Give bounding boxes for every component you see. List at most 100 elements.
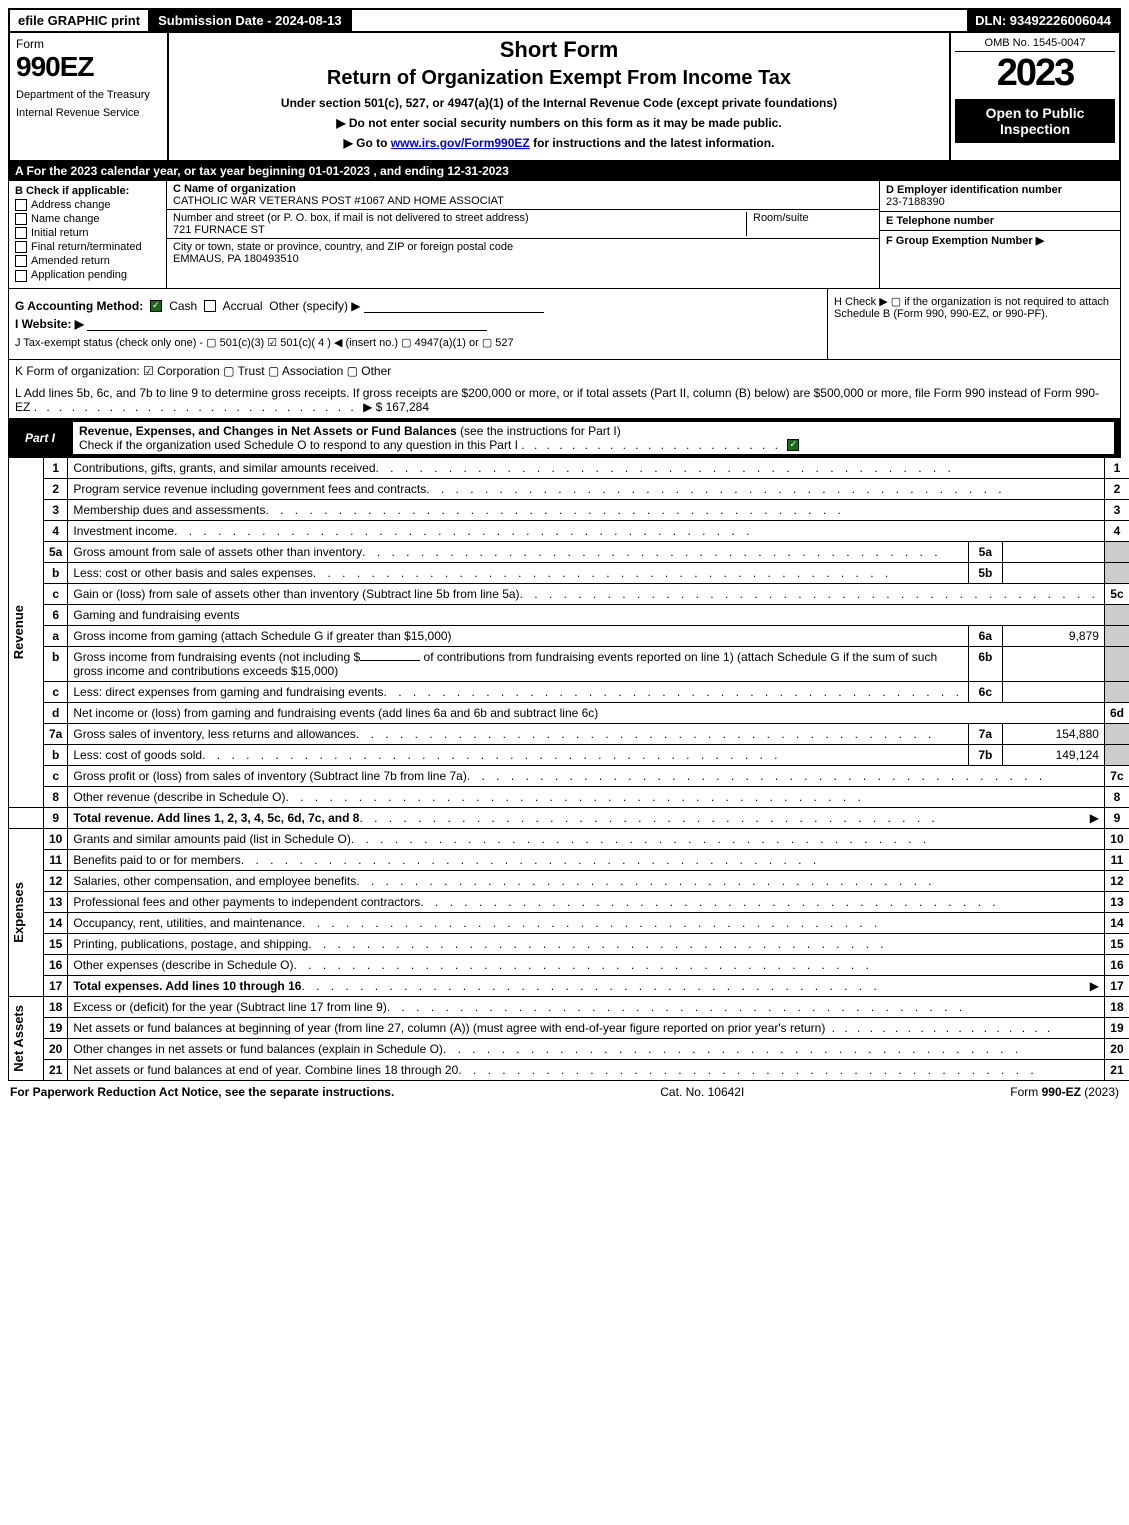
checkbox-label: Application pending (31, 269, 127, 281)
line-6b-row: b Gross income from fundraising events (… (9, 646, 1129, 681)
efile-print-button[interactable]: efile GRAPHIC print (10, 10, 150, 31)
checkbox-label: Final return/terminated (31, 241, 142, 253)
line-7b-row: b Less: cost of goods sold 7b 149,124 (9, 744, 1129, 765)
accrual-label: Accrual (223, 299, 263, 313)
line-1-row: Revenue 1 Contributions, gifts, grants, … (9, 458, 1129, 479)
line-desc: Less: cost of goods sold (68, 744, 969, 765)
form-id-footer: Form 990-EZ (2023) (1010, 1085, 1119, 1099)
other-blank (364, 300, 544, 313)
checkbox-icon (15, 213, 27, 225)
line-box-shaded (1104, 723, 1129, 744)
checkbox-cash[interactable]: ✓ (150, 300, 162, 312)
street-row: Number and street (or P. O. box, if mail… (167, 210, 879, 239)
checkbox-label: Name change (31, 213, 100, 225)
line-box: 5c (1104, 583, 1129, 604)
line-desc: Less: cost or other basis and sales expe… (68, 562, 969, 583)
revenue-rotated: Revenue (9, 458, 44, 808)
inner-amount: 149,124 (1002, 744, 1104, 765)
line-desc: Membership dues and assessments (68, 499, 1105, 520)
irs-link[interactable]: www.irs.gov/Form990EZ (391, 136, 530, 150)
checkbox-label: Amended return (31, 255, 110, 267)
line-box-shaded (1104, 562, 1129, 583)
inner-label: 7a (968, 723, 1002, 744)
city-value: EMMAUS, PA 180493510 (173, 253, 299, 265)
line-desc: Grants and similar amounts paid (list in… (68, 828, 1105, 849)
checkbox-address-change[interactable]: Address change (15, 199, 160, 211)
line-k: K Form of organization: ☑ Corporation ▢ … (8, 360, 1121, 382)
accounting-method-label: G Accounting Method: (15, 299, 143, 313)
header-center: Short Form Return of Organization Exempt… (169, 33, 951, 160)
submission-date: Submission Date - 2024-08-13 (150, 10, 352, 31)
line-6a-row: a Gross income from gaming (attach Sched… (9, 625, 1129, 646)
form-word: Form (16, 37, 161, 51)
line-num: 11 (44, 849, 68, 870)
line-desc: Professional fees and other payments to … (68, 891, 1105, 912)
line-box: 1 (1104, 458, 1129, 479)
line-desc: Salaries, other compensation, and employ… (68, 870, 1105, 891)
line-desc: Benefits paid to or for members (68, 849, 1105, 870)
line-num: 14 (44, 912, 68, 933)
part-i-checkline: Check if the organization used Schedule … (79, 438, 518, 452)
room-suite: Room/suite (746, 212, 873, 236)
phone-label: E Telephone number (886, 215, 994, 227)
line-desc: Gross amount from sale of assets other t… (68, 541, 969, 562)
line-num: 19 (44, 1017, 68, 1038)
line-box: 18 (1104, 996, 1129, 1017)
line-16-row: 16 Other expenses (describe in Schedule … (9, 954, 1129, 975)
section-ghij: G Accounting Method: ✓ Cash Accrual Othe… (8, 289, 1121, 360)
line-20-row: 20 Other changes in net assets or fund b… (9, 1038, 1129, 1059)
netassets-rotated: Net Assets (9, 996, 44, 1080)
line-desc: Net income or (loss) from gaming and fun… (68, 702, 1105, 723)
line-desc: Total expenses. Add lines 10 through 16▶ (68, 975, 1105, 996)
form-header: Form 990EZ Department of the Treasury In… (8, 33, 1121, 162)
checkbox-amended-return[interactable]: Amended return (15, 255, 160, 267)
line-box-shaded (1104, 744, 1129, 765)
checkbox-application-pending[interactable]: Application pending (15, 269, 160, 281)
line-num: 15 (44, 933, 68, 954)
line-box: 9 (1104, 807, 1129, 828)
line-box: 15 (1104, 933, 1129, 954)
line-box: 8 (1104, 786, 1129, 807)
ein-value: 23-7188390 (886, 196, 945, 208)
line-desc: Gross income from gaming (attach Schedul… (68, 625, 969, 646)
line-11-row: 11 Benefits paid to or for members 11 (9, 849, 1129, 870)
org-name-row: C Name of organization CATHOLIC WAR VETE… (167, 181, 879, 210)
line-box: 6d (1104, 702, 1129, 723)
part-i-table: Revenue 1 Contributions, gifts, grants, … (8, 458, 1129, 1081)
checkbox-name-change[interactable]: Name change (15, 213, 160, 225)
line-box: 12 (1104, 870, 1129, 891)
line-5a-row: 5a Gross amount from sale of assets othe… (9, 541, 1129, 562)
inner-amount (1002, 681, 1104, 702)
checkbox-icon (15, 255, 27, 267)
line-num: b (44, 646, 68, 681)
line-l-amount: ▶ $ 167,284 (363, 400, 429, 414)
checkbox-accrual[interactable] (204, 300, 216, 312)
checkbox-final-return[interactable]: Final return/terminated (15, 241, 160, 253)
line-box: 21 (1104, 1059, 1129, 1080)
inner-label: 6b (968, 646, 1002, 681)
line-desc: Net assets or fund balances at end of ye… (68, 1059, 1105, 1080)
section-b-heading: B Check if applicable: (15, 185, 160, 197)
catalog-number: Cat. No. 10642I (660, 1085, 744, 1099)
schedule-o-checkbox[interactable]: ✓ (787, 439, 799, 451)
line-9-row: 9 Total revenue. Add lines 1, 2, 3, 4, 5… (9, 807, 1129, 828)
part-i-title: Revenue, Expenses, and Changes in Net As… (79, 424, 457, 438)
paperwork-notice: For Paperwork Reduction Act Notice, see … (10, 1085, 394, 1099)
org-name-label: C Name of organization (173, 183, 296, 195)
checkbox-initial-return[interactable]: Initial return (15, 227, 160, 239)
topbar-spacer (352, 10, 968, 31)
inner-amount (1002, 646, 1104, 681)
line-desc: Gross sales of inventory, less returns a… (68, 723, 969, 744)
checkbox-icon (15, 227, 27, 239)
line-box: 3 (1104, 499, 1129, 520)
rot-spacer (9, 807, 44, 828)
form-title: Return of Organization Exempt From Incom… (177, 67, 941, 90)
line-desc: Other revenue (describe in Schedule O) (68, 786, 1105, 807)
line-num: 16 (44, 954, 68, 975)
line-num: 12 (44, 870, 68, 891)
dept-treasury: Department of the Treasury (16, 89, 161, 101)
line-g: G Accounting Method: ✓ Cash Accrual Othe… (15, 299, 821, 313)
city-row: City or town, state or province, country… (167, 239, 879, 267)
line-14-row: 14 Occupancy, rent, utilities, and maint… (9, 912, 1129, 933)
line-box: 7c (1104, 765, 1129, 786)
